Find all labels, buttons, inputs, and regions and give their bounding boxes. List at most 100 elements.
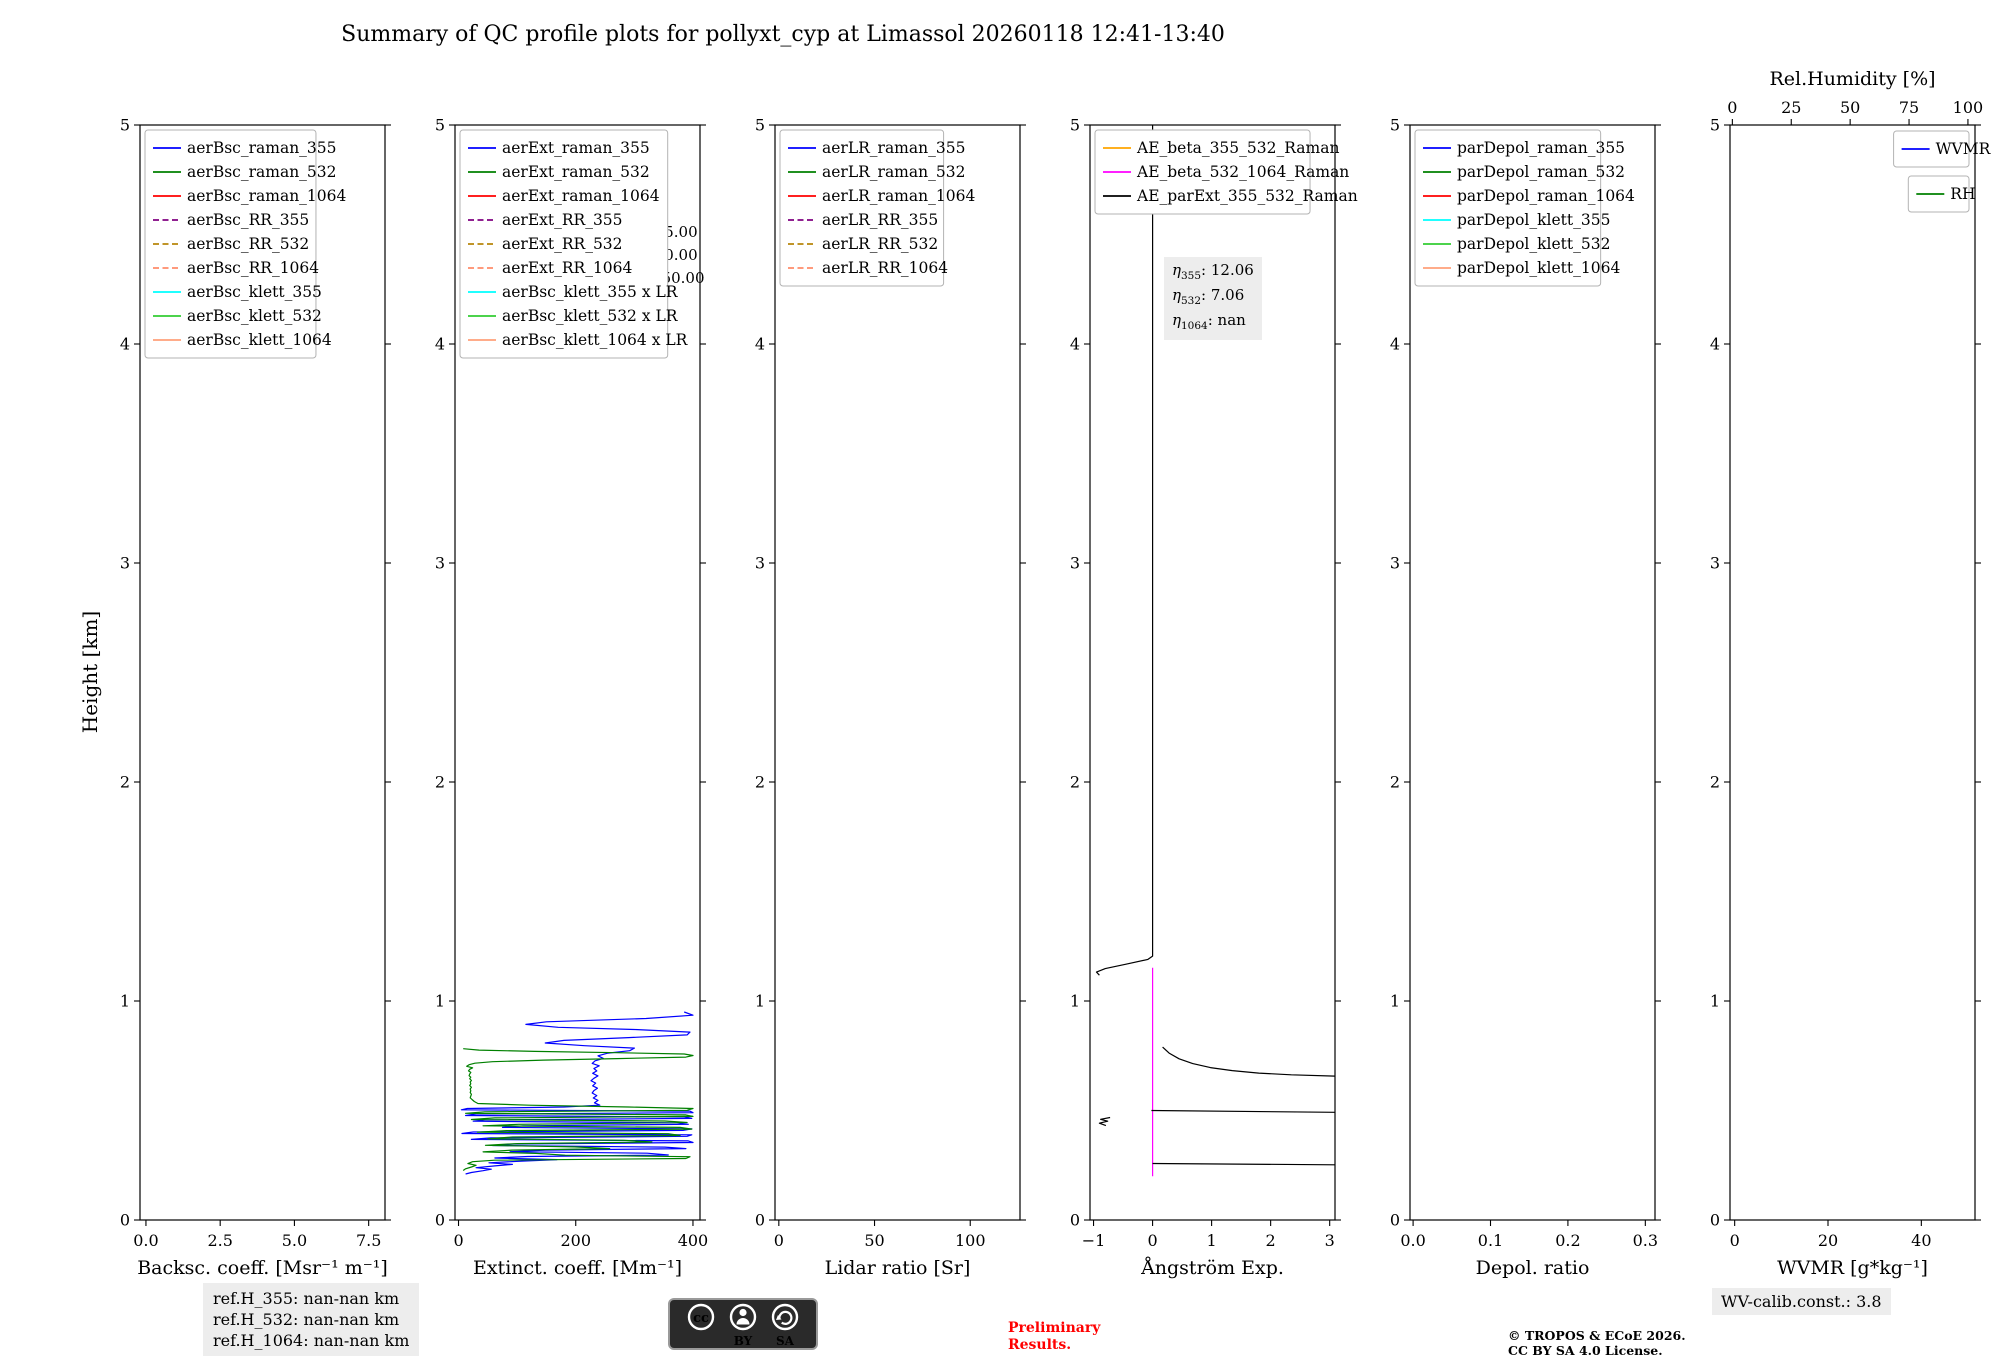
panel-frame xyxy=(1409,124,1656,1221)
top-tick-label: 75 xyxy=(1899,98,1919,117)
preliminary-line-2: Results. xyxy=(1008,1337,1072,1353)
y-tick-label: 3 xyxy=(435,554,445,573)
legend: AE_beta_355_532_Raman AE_beta_532_1064_Ra… xyxy=(1094,129,1358,215)
copyright-note: © TROPOS & ECoE 2026. CC BY SA 4.0 Licen… xyxy=(1508,1328,1686,1358)
y-tick-label: 4 xyxy=(1390,335,1400,354)
y-tick-label: 1 xyxy=(120,992,130,1011)
y-tick-label: 3 xyxy=(755,554,765,573)
y-tick-label: 4 xyxy=(120,335,130,354)
legend-label: aerBsc_RR_1064 xyxy=(187,259,319,277)
cc-by-label: BY xyxy=(734,1334,753,1348)
x-axis-label: Ångström Exp. xyxy=(1140,1257,1284,1279)
y-tick-label: 1 xyxy=(1710,992,1720,1011)
cc-license-badge: cc BY SA xyxy=(668,1298,818,1350)
x-tick-label: 1 xyxy=(1207,1231,1217,1250)
legend-label: aerLR_RR_1064 xyxy=(822,259,948,277)
legend-label: aerBsc_klett_532 x LR xyxy=(502,307,679,325)
y-tick-label: 4 xyxy=(1070,335,1080,354)
series-aerExt_raman_355 xyxy=(460,1011,694,1175)
y-tick-label: 4 xyxy=(1710,335,1720,354)
y-tick-label: 4 xyxy=(755,335,765,354)
x-tick-label: 400 xyxy=(678,1231,709,1250)
legend-label: parDepol_klett_532 xyxy=(1457,235,1610,253)
legend-label: aerExt_raman_355 xyxy=(502,139,650,157)
top-tick-label: 100 xyxy=(1953,98,1984,117)
legend-label: aerLR_RR_355 xyxy=(822,211,938,229)
cc-icon-text: cc xyxy=(693,1311,709,1326)
y-tick-label: 0 xyxy=(755,1211,765,1230)
legend-label: aerLR_raman_1064 xyxy=(822,187,975,205)
legend-label: AE_beta_355_532_Raman xyxy=(1136,139,1339,157)
legend-label: RH xyxy=(1950,185,1975,203)
legend-label: aerExt_RR_355 xyxy=(502,211,623,229)
legend-label: aerBsc_raman_532 xyxy=(187,163,337,181)
y-tick-label: 3 xyxy=(120,554,130,573)
panel-frame xyxy=(1729,124,1976,1221)
legend-label: aerLR_raman_532 xyxy=(822,163,965,181)
legend-label: aerBsc_klett_355 xyxy=(187,283,322,301)
cc-sa-label: SA xyxy=(776,1334,795,1348)
eta-annotation: η355: 12.06 η532: 7.06 η1064: nan xyxy=(1164,257,1262,340)
ref-h-355: ref.H_355: nan-nan km xyxy=(213,1289,400,1308)
legend-label: aerBsc_klett_1064 xyxy=(187,331,332,349)
legend-label: aerExt_RR_532 xyxy=(502,235,623,253)
y-tick-label: 0 xyxy=(1710,1211,1720,1230)
x-tick-label: 2 xyxy=(1266,1231,1276,1250)
x-tick-label: 0 xyxy=(453,1231,463,1250)
x-axis-label: WVMR [g*kg⁻¹] xyxy=(1777,1257,1928,1279)
legend-label: WVMR xyxy=(1936,140,1992,158)
y-tick-label: 1 xyxy=(435,992,445,1011)
legend-label: AE_parExt_355_532_Raman xyxy=(1136,187,1358,205)
x-tick-label: 0.1 xyxy=(1478,1231,1503,1250)
person-head xyxy=(739,1308,747,1317)
y-tick-label: 3 xyxy=(1710,554,1720,573)
y-tick-label: 5 xyxy=(755,116,765,135)
legend: aerLR_raman_355 aerLR_raman_532 aerLR_rama… xyxy=(779,129,975,287)
y-tick-label: 5 xyxy=(1710,116,1720,135)
x-tick-label: 5.0 xyxy=(282,1231,307,1250)
x-tick-label: 20 xyxy=(1818,1231,1838,1250)
wv-calibration-note: WV-calib.const.: 3.8 xyxy=(1712,1288,1891,1315)
x-tick-label: 0.0 xyxy=(1400,1231,1425,1250)
x-axis-label: Backsc. coeff. [Msr⁻¹ m⁻¹] xyxy=(137,1257,388,1279)
legend-label: aerBsc_RR_532 xyxy=(187,235,309,253)
x-tick-label: −1 xyxy=(1082,1231,1106,1250)
y-tick-label: 3 xyxy=(1070,554,1080,573)
legend-label: aerLR_RR_532 xyxy=(822,235,938,253)
series-AE_parExt_355_532_Raman_zigzag xyxy=(1098,1116,1111,1127)
legend-label: aerLR_raman_355 xyxy=(822,139,965,157)
x-tick-label: 0.2 xyxy=(1555,1231,1580,1250)
y-tick-label: 2 xyxy=(1070,773,1080,792)
series-AE_parExt_355_532_Raman_curve xyxy=(1162,1046,1335,1077)
legend-label: parDepol_klett_1064 xyxy=(1457,259,1620,277)
legend: parDepol_raman_355 parDepol_raman_532 parD… xyxy=(1414,129,1635,287)
y-tick-label: 1 xyxy=(1390,992,1400,1011)
x-tick-label: 40 xyxy=(1911,1231,1931,1250)
figure-title: Summary of QC profile plots for pollyxt_… xyxy=(341,22,1225,47)
legend-label: aerExt_raman_1064 xyxy=(502,187,660,205)
legend-label: aerBsc_RR_355 xyxy=(187,211,309,229)
cc-icon xyxy=(687,1303,715,1331)
y-tick-label: 0 xyxy=(435,1211,445,1230)
x-axis-label: Lidar ratio [Sr] xyxy=(825,1257,971,1279)
y-tick-label: 4 xyxy=(435,335,445,354)
y-tick-label: 5 xyxy=(1390,116,1400,135)
x-tick-label: 0 xyxy=(774,1231,784,1250)
legend: RH xyxy=(1907,175,1975,213)
x-tick-label: 3 xyxy=(1325,1231,1335,1250)
panel-depol: 0 1 2 3 4 5 0.0 0.1 0.2 0.3 Depol. ratio parDepol_r… xyxy=(1390,116,1661,1279)
legend-label: aerBsc_klett_532 xyxy=(187,307,322,325)
ref-h-1064: ref.H_1064: nan-nan km xyxy=(213,1331,410,1350)
preliminary-line-1: Preliminary xyxy=(1008,1320,1101,1336)
x-tick-label: 7.5 xyxy=(356,1231,381,1250)
legend-label: parDepol_raman_355 xyxy=(1457,139,1625,157)
top-tick-label: 0 xyxy=(1727,98,1737,117)
x-tick-label: 0.0 xyxy=(133,1231,158,1250)
series-AE_parExt_355_532_Raman_main xyxy=(1095,125,1154,976)
legend-label: aerBsc_klett_1064 x LR xyxy=(502,331,689,349)
panel-frame xyxy=(774,124,1021,1221)
x-axis-label: Depol. ratio xyxy=(1476,1257,1590,1279)
legend-label: AE_beta_532_1064_Raman xyxy=(1136,163,1349,181)
